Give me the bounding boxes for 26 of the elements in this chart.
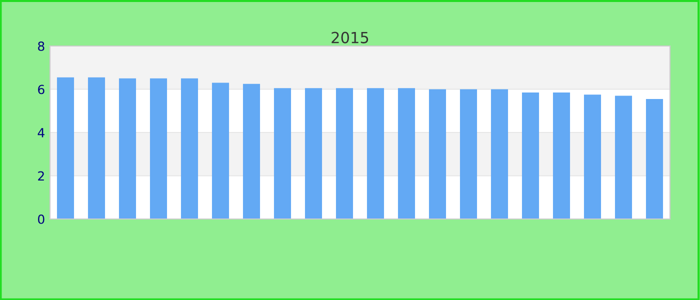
bar [118,78,136,219]
y-tick-label: 2 [38,171,44,180]
bar [490,89,508,219]
bar [614,96,632,219]
bar [88,77,106,219]
bar [242,84,260,219]
y-tick-label: 4 [38,128,44,138]
bar [398,88,416,219]
bar [428,89,446,219]
bar [150,78,168,219]
bar [304,88,322,219]
bar [366,88,384,219]
chart-subtitle: 2015 [332,32,368,44]
bar [552,92,570,219]
bar [522,92,540,219]
bar [646,98,664,219]
bar [56,77,74,219]
bar [584,94,602,219]
bar [180,78,198,219]
y-tick-label: 6 [38,84,44,94]
y-tick-label: 0 [38,214,44,224]
bar [336,88,354,219]
y-tick-label: 8 [38,41,44,51]
bar [274,88,292,219]
bar [212,82,230,219]
bar [460,89,478,219]
